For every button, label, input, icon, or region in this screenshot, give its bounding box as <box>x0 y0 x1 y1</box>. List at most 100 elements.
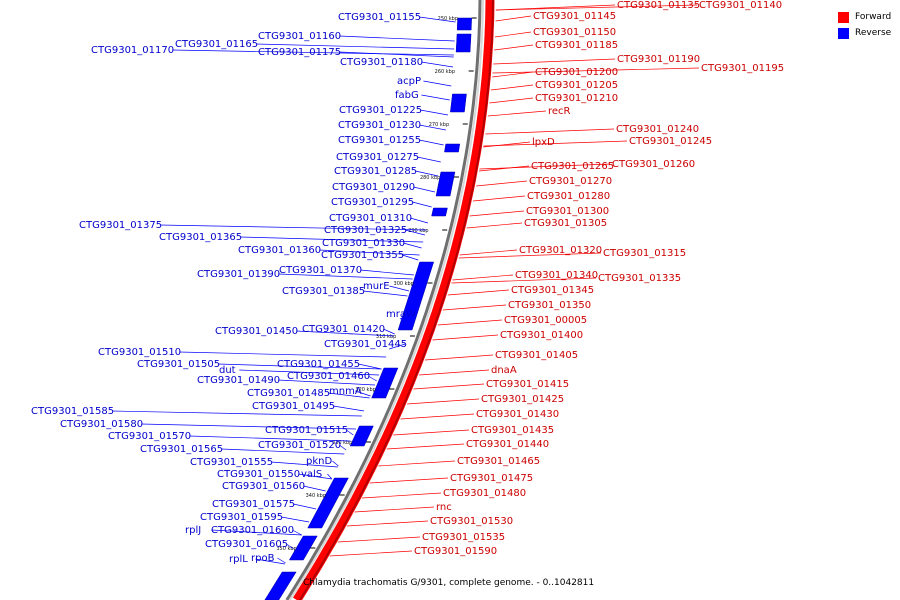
forward-gene-label: CTG9301_01190 <box>617 54 700 65</box>
forward-gene-label: CTG9301_01260 <box>612 159 695 170</box>
forward-gene-label: CTG9301_01405 <box>495 350 578 361</box>
leader-line <box>407 398 480 405</box>
legend-forward-swatch <box>838 11 849 23</box>
reverse-feature <box>397 261 435 331</box>
leader-line <box>423 80 452 87</box>
leader-line <box>281 516 310 523</box>
leader-line <box>363 290 408 297</box>
legend: Forward Reverse <box>838 9 891 41</box>
leader-line <box>286 543 294 550</box>
reverse-gene-label: rpoB <box>251 553 275 564</box>
leader-line <box>437 319 503 326</box>
reverse-feature <box>307 477 349 529</box>
reverse-gene-label: CTG9301_01385 <box>282 286 365 297</box>
reverse-gene-label: CTG9301_01570 <box>108 431 191 442</box>
leader-line <box>358 363 382 370</box>
forward-gene-label: CTG9301_01535 <box>422 532 505 543</box>
leader-line <box>378 460 456 467</box>
leader-line <box>495 15 532 22</box>
reverse-feature <box>435 171 456 197</box>
leader-line <box>493 58 616 65</box>
leader-line <box>459 249 518 256</box>
tick-label: 250 kbp <box>438 16 458 22</box>
forward-gene-label: CTG9301_01335 <box>598 273 681 284</box>
leader-line <box>495 4 698 11</box>
reverse-gene-label: CTG9301_01490 <box>197 375 280 386</box>
tick-label: 350 kbp <box>276 546 296 552</box>
reverse-gene-label: CTG9301_01585 <box>31 406 114 417</box>
tick-label: 330 kbp <box>332 440 352 446</box>
leader-line <box>485 128 615 135</box>
leader-line <box>328 392 370 399</box>
forward-gene-label: CTG9301_01135 <box>617 0 700 11</box>
leader-line <box>141 423 357 430</box>
leader-line <box>383 328 395 335</box>
reverse-gene-label: CTG9301_01580 <box>60 419 143 430</box>
leader-line <box>479 163 611 170</box>
leader-line <box>403 242 422 249</box>
leader-line <box>339 444 347 451</box>
forward-gene-label: CTG9301_01320 <box>519 245 602 256</box>
reverse-gene-label: rplL <box>229 554 248 565</box>
leader-line <box>386 443 465 450</box>
leader-line <box>221 448 345 455</box>
leader-line <box>494 31 532 38</box>
leader-line <box>189 435 351 442</box>
leader-line <box>179 351 387 358</box>
reverse-gene-label: CTG9301_01595 <box>200 512 283 523</box>
reverse-gene-label: CTG9301_01325 <box>324 225 407 236</box>
reverse-gene-label: CTG9301_01365 <box>159 232 242 243</box>
leader-line <box>400 413 475 420</box>
leader-line <box>472 195 526 202</box>
reverse-gene-label: CTG9301_01375 <box>79 220 162 231</box>
reverse-gene-label: valS <box>301 469 322 480</box>
reverse-gene-label: CTG9301_01495 <box>252 401 335 412</box>
legend-reverse-label: Reverse <box>855 28 892 38</box>
reverse-gene-label: rplJ <box>185 525 201 536</box>
reverse-feature <box>444 143 461 153</box>
leader-line <box>255 558 286 565</box>
leader-line <box>483 141 531 148</box>
leader-line <box>346 520 429 527</box>
reverse-gene-label: CTG9301_01450 <box>215 326 298 337</box>
leader-line <box>368 375 377 382</box>
reverse-gene-label: CTG9301_01600 <box>211 525 294 536</box>
leader-line <box>415 170 439 177</box>
forward-gene-label: CTG9301_01195 <box>701 63 784 74</box>
map-caption: Chlamydia trachomatis G/9301, complete g… <box>303 578 595 588</box>
forward-gene-label: CTG9301_01280 <box>527 191 610 202</box>
leader-line <box>160 224 427 231</box>
reverse-gene-label: CTG9301_01290 <box>332 182 415 193</box>
leader-line <box>432 334 499 341</box>
reverse-gene-label: CTG9301_01555 <box>190 457 273 468</box>
reverse-feature <box>371 367 399 399</box>
forward-gene-label: CTG9301_01185 <box>535 40 618 51</box>
leader-line <box>494 44 534 51</box>
leader-line <box>483 140 628 147</box>
forward-gene-label: CTG9301_00005 <box>504 315 587 326</box>
leader-line <box>339 51 454 58</box>
forward-gene-label: CTG9301_01440 <box>466 439 549 450</box>
forward-gene-label: CTG9301_01430 <box>476 409 559 420</box>
forward-gene-label: lpxD <box>532 137 555 148</box>
leader-line <box>256 43 455 50</box>
reverse-gene-label: CTG9301_01605 <box>205 539 288 550</box>
tick-label: 300 kbp <box>394 281 414 287</box>
reverse-gene-label: CTG9301_01165 <box>175 39 258 50</box>
tick-label: 310 kbp <box>376 334 396 340</box>
tick-label: 260 kbp <box>435 69 455 75</box>
scale-ticks: 250 kbp 260 kbp 270 kbp 280 kbp 290 kbp 300 k… <box>276 16 477 552</box>
leader-line <box>490 84 534 91</box>
reverse-gene-label: CTG9301_01520 <box>258 440 341 451</box>
leader-line <box>451 277 597 284</box>
forward-gene-label: CTG9301_01315 <box>603 248 686 259</box>
forward-gene-label: CTG9301_01245 <box>629 136 712 147</box>
tick-label: 340 kbp <box>306 493 326 499</box>
legend-forward: Forward <box>838 9 891 25</box>
reverse-gene-label: dut <box>219 365 236 376</box>
forward-gene-label: CTG9301_01205 <box>535 80 618 91</box>
reverse-gene-label: CTG9301_01390 <box>197 269 280 280</box>
forward-gene-label: CTG9301_01530 <box>430 516 513 527</box>
